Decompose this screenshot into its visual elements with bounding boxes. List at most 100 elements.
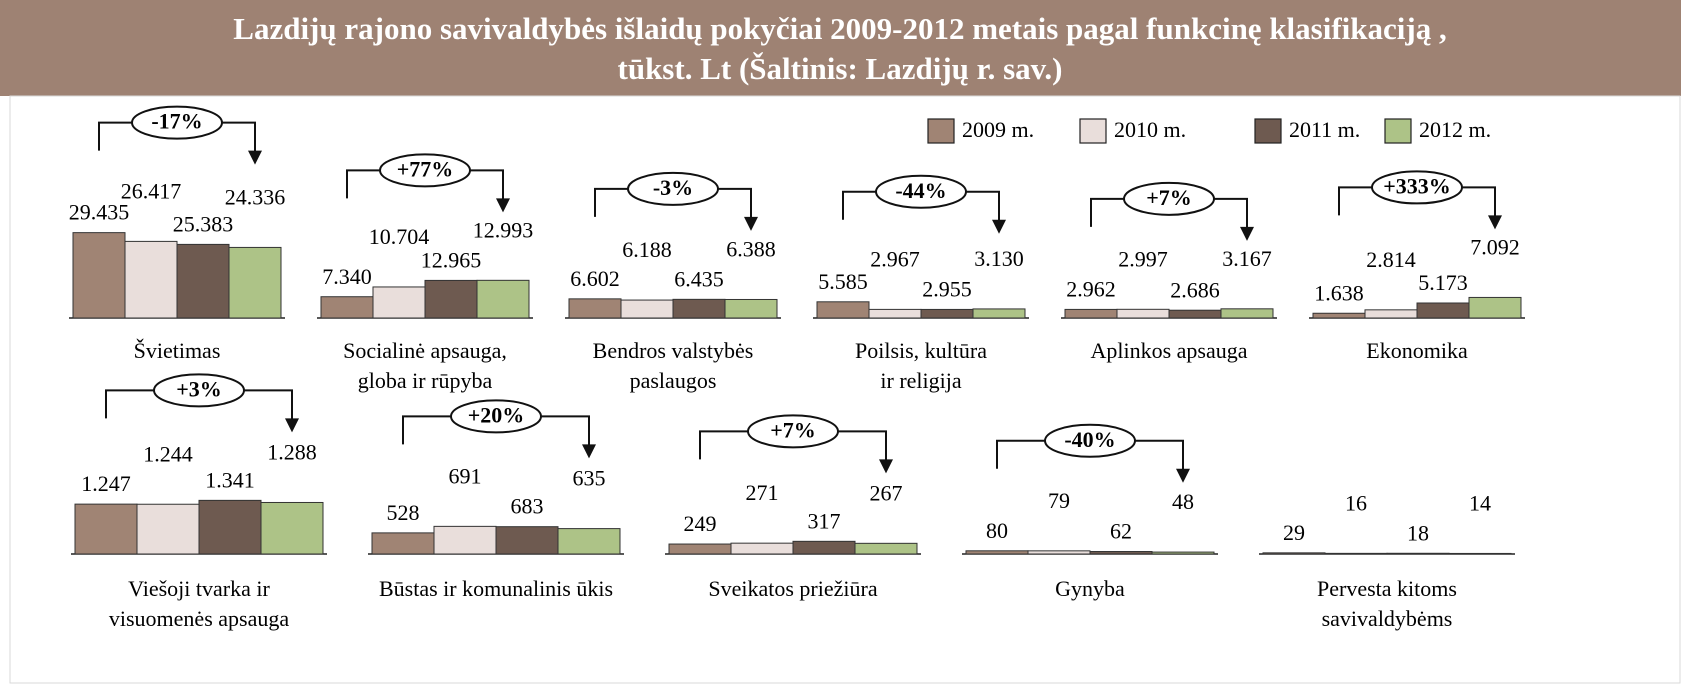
- change-arrow: [285, 418, 299, 433]
- change-label: +7%: [1146, 185, 1192, 210]
- bar: [371, 532, 435, 555]
- value-label: 1.341: [205, 467, 255, 492]
- change-arrow: [1240, 226, 1254, 241]
- bar: [1468, 296, 1522, 319]
- bar: [1364, 309, 1418, 319]
- bar: [965, 550, 1029, 555]
- legend-label: 2010 m.: [1114, 117, 1186, 142]
- bar: [920, 308, 974, 319]
- bar: [1448, 552, 1512, 555]
- bar: [433, 525, 497, 555]
- value-label: 2.997: [1118, 246, 1168, 271]
- category-label: visuomenės apsauga: [109, 606, 289, 631]
- legend-label: 2009 m.: [962, 117, 1034, 142]
- legend-swatch: [1384, 118, 1412, 144]
- value-label: 48: [1172, 489, 1194, 514]
- category-label: Būstas ir komunalinis ūkis: [379, 576, 613, 601]
- value-label: 6.602: [570, 266, 620, 291]
- value-label: 26.417: [121, 178, 182, 203]
- bar: [1262, 552, 1326, 555]
- bar: [176, 243, 230, 319]
- category-label: savivaldybėms: [1322, 606, 1453, 631]
- bar: [792, 540, 856, 555]
- change-badge: [1044, 423, 1136, 458]
- category-label: Gynyba: [1055, 576, 1125, 601]
- bar: [1386, 552, 1450, 555]
- change-label: -44%: [895, 178, 946, 203]
- value-label: 2.686: [1170, 277, 1220, 302]
- value-label: 80: [986, 518, 1008, 543]
- value-label: 3.130: [974, 246, 1024, 271]
- bar: [1312, 312, 1366, 319]
- change-label: -40%: [1064, 427, 1115, 452]
- bar: [228, 246, 282, 319]
- legend-label: 2012 m.: [1419, 117, 1491, 142]
- value-label: 2.955: [922, 276, 972, 301]
- change-label: -17%: [151, 109, 202, 134]
- value-label: 12.993: [473, 217, 534, 242]
- bar: [816, 301, 870, 319]
- change-label: +333%: [1383, 173, 1451, 198]
- category-label: Viešoji tvarka ir: [128, 576, 270, 601]
- change-badge: [153, 373, 245, 408]
- category-label: Socialinė apsauga,: [343, 338, 507, 363]
- bar: [136, 503, 200, 555]
- category-label: globa ir rūpyba: [358, 368, 493, 393]
- value-label: 1.638: [1314, 280, 1364, 305]
- value-label: 6.435: [674, 266, 724, 291]
- bar: [1151, 551, 1215, 555]
- change-arrow: [1176, 468, 1190, 483]
- bar: [1089, 551, 1153, 555]
- bar: [568, 298, 622, 319]
- category-label: Poilsis, kultūra: [855, 338, 987, 363]
- bar: [124, 240, 178, 319]
- bar: [495, 526, 559, 555]
- value-label: 29.435: [69, 200, 130, 225]
- change-badge: [627, 171, 719, 206]
- chart-title: Lazdijų rajono savivaldybės išlaidų poky…: [233, 11, 1446, 46]
- bar: [424, 279, 478, 319]
- category-label: Sveikatos priežiūra: [708, 576, 877, 601]
- value-label: 5.173: [1418, 270, 1468, 295]
- bar: [476, 279, 530, 319]
- value-label: 5.585: [818, 269, 868, 294]
- change-arrow: [1488, 215, 1502, 230]
- bar: [320, 296, 374, 319]
- bar: [1116, 308, 1170, 319]
- change-badge: [379, 153, 471, 188]
- bar: [972, 308, 1026, 319]
- bar: [1416, 302, 1470, 319]
- value-label: 79: [1048, 488, 1070, 513]
- change-arrow: [744, 216, 758, 231]
- value-label: 267: [870, 480, 903, 505]
- category-label: Švietimas: [134, 338, 221, 363]
- change-badge: [450, 399, 542, 434]
- bar: [1324, 552, 1388, 555]
- legend-swatch: [927, 118, 955, 144]
- value-label: 2.814: [1366, 247, 1416, 272]
- bar: [1168, 309, 1222, 319]
- value-label: 1.288: [267, 440, 317, 465]
- value-label: 7.340: [322, 264, 372, 289]
- category-label: Ekonomika: [1366, 338, 1468, 363]
- value-label: 25.383: [173, 211, 234, 236]
- change-arrow: [248, 150, 262, 165]
- bar: [672, 298, 726, 319]
- change-badge: [875, 174, 967, 209]
- change-label: +20%: [468, 402, 525, 427]
- value-label: 2.962: [1066, 276, 1116, 301]
- legend-swatch: [1254, 118, 1282, 144]
- change-label: +7%: [770, 417, 816, 442]
- bar: [854, 542, 918, 555]
- bar: [1027, 550, 1091, 555]
- value-label: 249: [684, 511, 717, 536]
- bar: [557, 528, 621, 555]
- bar: [72, 232, 126, 319]
- bar: [198, 499, 262, 555]
- change-label: +3%: [176, 376, 222, 401]
- value-label: 10.704: [369, 224, 430, 249]
- value-label: 12.965: [421, 247, 482, 272]
- legend-swatch: [1079, 118, 1107, 144]
- change-label: -3%: [653, 175, 693, 200]
